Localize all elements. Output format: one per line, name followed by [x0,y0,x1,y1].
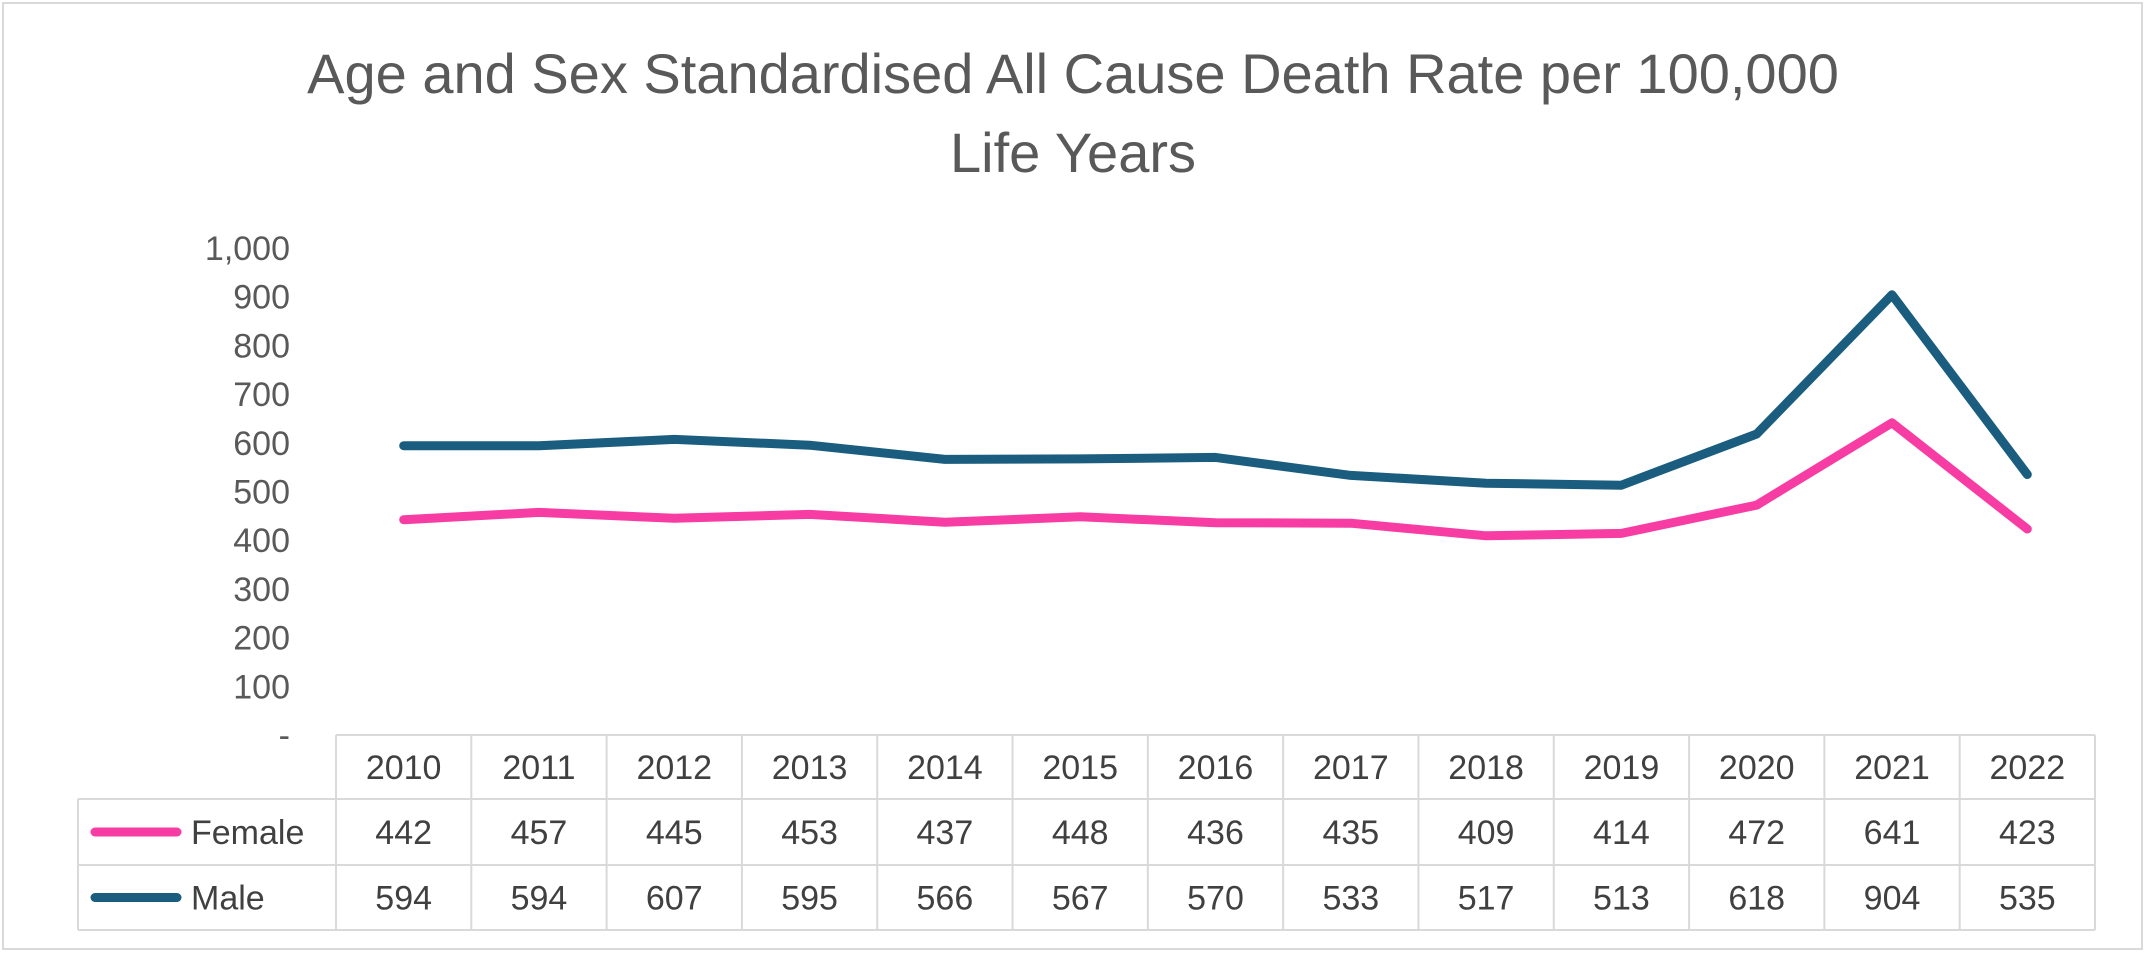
x-tick-label: 2012 [636,749,712,787]
plot-area [399,290,2032,541]
data-label: 445 [646,814,703,852]
x-tick-label: 2019 [1584,749,1660,787]
data-label: 566 [917,880,974,918]
x-tick-label: 2017 [1313,749,1389,787]
data-label: 423 [1999,814,2056,852]
y-axis: - 100 200 300 400 500 600 700 800 900 1,000 [205,230,290,755]
data-label: 448 [1052,814,1109,852]
y-tick-label: 400 [233,522,290,560]
x-tick-label: 2021 [1854,749,1930,787]
data-table: 2010 2011 2012 2013 2014 2015 2016 2017 2018 2019… [77,734,2096,931]
y-tick-label: 100 [233,668,290,706]
x-tick-label: 2015 [1042,749,1118,787]
y-tick-label: 300 [233,571,290,609]
data-label: 436 [1187,814,1244,852]
data-label: 607 [646,880,703,918]
y-tick-label: 700 [233,376,290,414]
x-tick-label: 2014 [907,749,983,787]
data-label: 594 [375,880,432,918]
data-label: 904 [1864,880,1921,918]
data-label: 414 [1593,814,1650,852]
data-label: 409 [1458,814,1515,852]
x-tick-label: 2020 [1719,749,1795,787]
legend-label: Female [191,814,304,852]
data-label: 457 [511,814,568,852]
y-tick-label: 800 [233,327,290,365]
data-label: 595 [781,880,838,918]
chart-title-line-1: Age and Sex Standardised All Cause Death… [307,42,1839,105]
data-label: 442 [375,814,432,852]
data-label: 618 [1728,880,1785,918]
legend-label: Male [191,880,265,918]
y-tick-label: 1,000 [205,230,290,268]
y-tick-label: 500 [233,474,290,512]
y-tick-label: 600 [233,425,290,463]
x-tick-label: 2011 [502,749,575,787]
x-tick-label: 2022 [1990,749,2066,787]
data-label: 517 [1458,880,1515,918]
x-tick-label: 2016 [1178,749,1254,787]
x-tick-label: 2018 [1448,749,1524,787]
x-tick-label: 2013 [772,749,848,787]
data-label: 641 [1864,814,1921,852]
data-label: 513 [1593,880,1650,918]
y-tick-label: 900 [233,279,290,317]
data-label: 533 [1322,880,1379,918]
data-label: 472 [1728,814,1785,852]
data-label: 453 [781,814,838,852]
data-label: 437 [917,814,974,852]
data-label: 535 [1999,880,2056,918]
series-line-male [399,290,2032,490]
series-line-female [399,418,2032,541]
data-label: 567 [1052,880,1109,918]
y-tick-label: 200 [233,620,290,658]
data-label: 594 [511,880,568,918]
data-label: 570 [1187,880,1244,918]
data-label: 435 [1322,814,1379,852]
y-tick-label: - [279,717,290,755]
x-tick-label: 2010 [366,749,442,787]
chart-title-line-2: Life Years [950,121,1196,184]
